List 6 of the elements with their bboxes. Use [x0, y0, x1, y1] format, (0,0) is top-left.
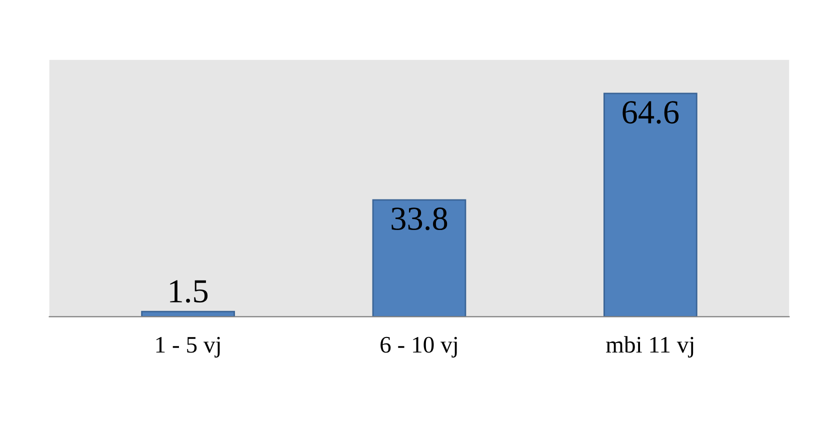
- data-label: 64.6: [622, 101, 679, 124]
- data-label: 1.5: [170, 280, 208, 303]
- x-tick-label: 1 - 5 vj: [156, 336, 220, 358]
- data-label: 33.8: [392, 208, 448, 230]
- x-tick-label: mbi 11 vj: [606, 336, 694, 358]
- x-tick-label: 6 - 10 vj: [380, 336, 457, 358]
